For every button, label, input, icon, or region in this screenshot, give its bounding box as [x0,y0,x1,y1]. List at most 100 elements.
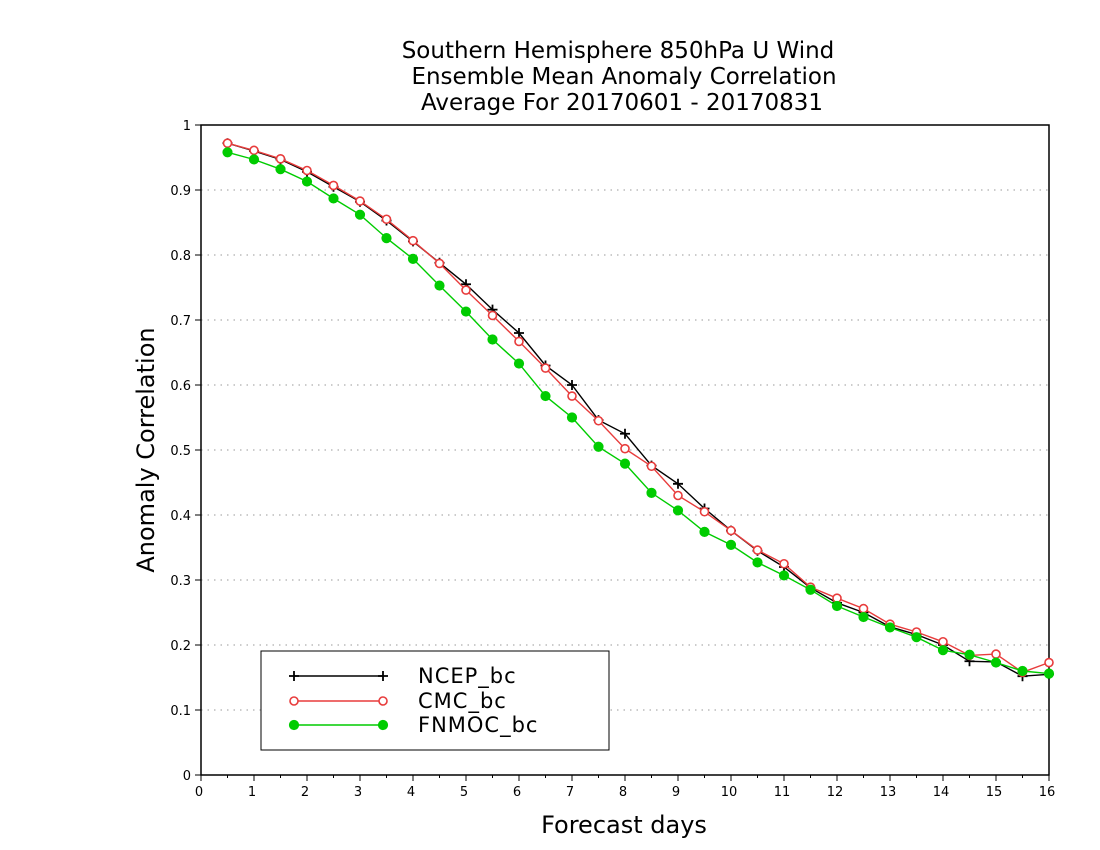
data-point-cmc-bc [222,138,233,148]
data-point-fnmoc-bc [593,441,604,452]
x-tick-label: 1 [248,785,256,800]
legend-marker [377,719,389,731]
y-tick-label: 0.8 [170,249,191,264]
data-point-fnmoc-bc [725,539,737,551]
data-point-cmc-bc [699,506,710,517]
data-point-fnmoc-bc [778,570,790,581]
y-tick-label: 0.1 [170,704,191,719]
data-point-cmc-bc [355,196,365,206]
series-line-fnmoc-bc [227,151,1050,675]
data-point-fnmoc-bc [1017,665,1028,677]
data-point-ncep-bc [620,428,630,439]
x-tick-label: 0 [195,785,203,800]
legend-item-fnmoc-bc: FNMOC_bc [288,713,537,738]
y-tick-label: 0.9 [170,184,191,199]
x-tick-label: 3 [354,785,362,800]
series-line-cmc-bc [227,142,1050,674]
data-point-cmc-bc [779,558,789,569]
data-point-fnmoc-bc [646,487,657,498]
data-point-fnmoc-bc [1043,668,1055,679]
data-point-cmc-bc [726,525,736,536]
data-point-fnmoc-bc [937,645,949,656]
data-point-fnmoc-bc [460,306,472,317]
data-point-cmc-bc [434,258,445,269]
chart-title: Southern Hemisphere 850hPa U Wind Ensemb… [402,38,837,116]
x-tick-label: 5 [460,785,468,800]
legend-marker [288,719,300,731]
series-cmc-bc [222,138,1054,678]
data-point-fnmoc-bc [672,505,684,516]
y-tick-label: 0 [183,769,191,784]
data-point-fnmoc-bc [911,632,922,643]
data-point-ncep-bc [673,478,683,489]
data-point-cmc-bc [938,636,948,647]
data-point-cmc-bc [381,214,392,225]
data-point-ncep-bc [514,328,524,338]
data-point-fnmoc-bc [540,390,551,402]
y-tick-label: 0.3 [170,574,191,589]
data-point-fnmoc-bc [513,358,525,369]
legend-item-ncep-bc: NCEP_bc [289,664,516,689]
y-tick-label: 0.7 [170,314,191,329]
x-tick-label: 4 [407,785,415,800]
data-point-cmc-bc [1044,657,1054,668]
data-point-fnmoc-bc [328,193,339,204]
data-point-cmc-bc [328,180,339,191]
data-point-cmc-bc [514,336,524,347]
x-tick-label: 14 [933,785,950,800]
data-point-cmc-bc [646,461,657,472]
x-tick-label: 15 [986,785,1003,800]
data-point-fnmoc-bc [566,412,578,423]
data-point-cmc-bc [858,603,869,614]
data-point-fnmoc-bc [858,611,869,623]
data-point-fnmoc-bc [699,526,710,538]
x-tick-label: 7 [566,785,574,800]
series-line-ncep-bc [227,142,1050,677]
data-point-cmc-bc [620,443,630,454]
x-tick-label: 11 [774,785,791,800]
data-point-fnmoc-bc [407,253,419,264]
data-point-ncep-bc [567,380,577,390]
data-point-fnmoc-bc [831,600,843,612]
data-point-fnmoc-bc [619,458,631,469]
data-point-cmc-bc [249,145,259,156]
series-layer [222,138,1055,682]
data-point-cmc-bc [461,285,471,295]
chart-title-line-2: Ensemble Mean Anomaly Correlation [411,64,836,90]
x-tick-label: 9 [672,785,680,800]
data-point-cmc-bc [408,235,418,246]
x-tick-label: 2 [301,785,309,800]
legend-marker [378,696,388,706]
y-axis: 0 0.1 0.2 0.3 0.4 0.5 0.6 0.7 0.8 0.9 1 [170,119,201,784]
data-point-fnmoc-bc [222,147,233,158]
data-point-fnmoc-bc [381,233,392,244]
data-point-cmc-bc [752,545,763,555]
y-tick-label: 0.5 [170,444,191,459]
x-tick-label: 16 [1039,785,1056,800]
data-point-fnmoc-bc [752,557,763,568]
data-point-fnmoc-bc [884,622,896,633]
legend-label: CMC_bc [418,689,507,714]
data-point-cmc-bc [593,415,604,426]
data-point-cmc-bc [567,391,577,401]
data-point-fnmoc-bc [990,657,1002,668]
x-axis-label: Forecast days [541,811,707,839]
data-point-fnmoc-bc [248,154,260,165]
data-point-fnmoc-bc [805,584,816,595]
x-axis: 0 1 2 3 4 5 6 7 8 9 10 11 12 13 14 15 16 [195,775,1055,800]
data-point-fnmoc-bc [301,176,313,187]
data-point-fnmoc-bc [964,649,975,660]
data-point-cmc-bc [487,310,498,321]
x-tick-label: 13 [880,785,897,800]
y-tick-label: 0.6 [170,379,191,394]
chart-title-line-1: Southern Hemisphere 850hPa U Wind [402,38,835,64]
y-axis-label: Anomaly Correlation [132,327,160,572]
series-fnmoc-bc [222,147,1055,679]
series-ncep-bc [222,138,1054,682]
data-point-cmc-bc [302,165,312,176]
chart-title-line-3: Average For 20170601 - 20170831 [421,90,823,116]
data-point-fnmoc-bc [275,164,286,175]
x-tick-label: 12 [827,785,844,800]
